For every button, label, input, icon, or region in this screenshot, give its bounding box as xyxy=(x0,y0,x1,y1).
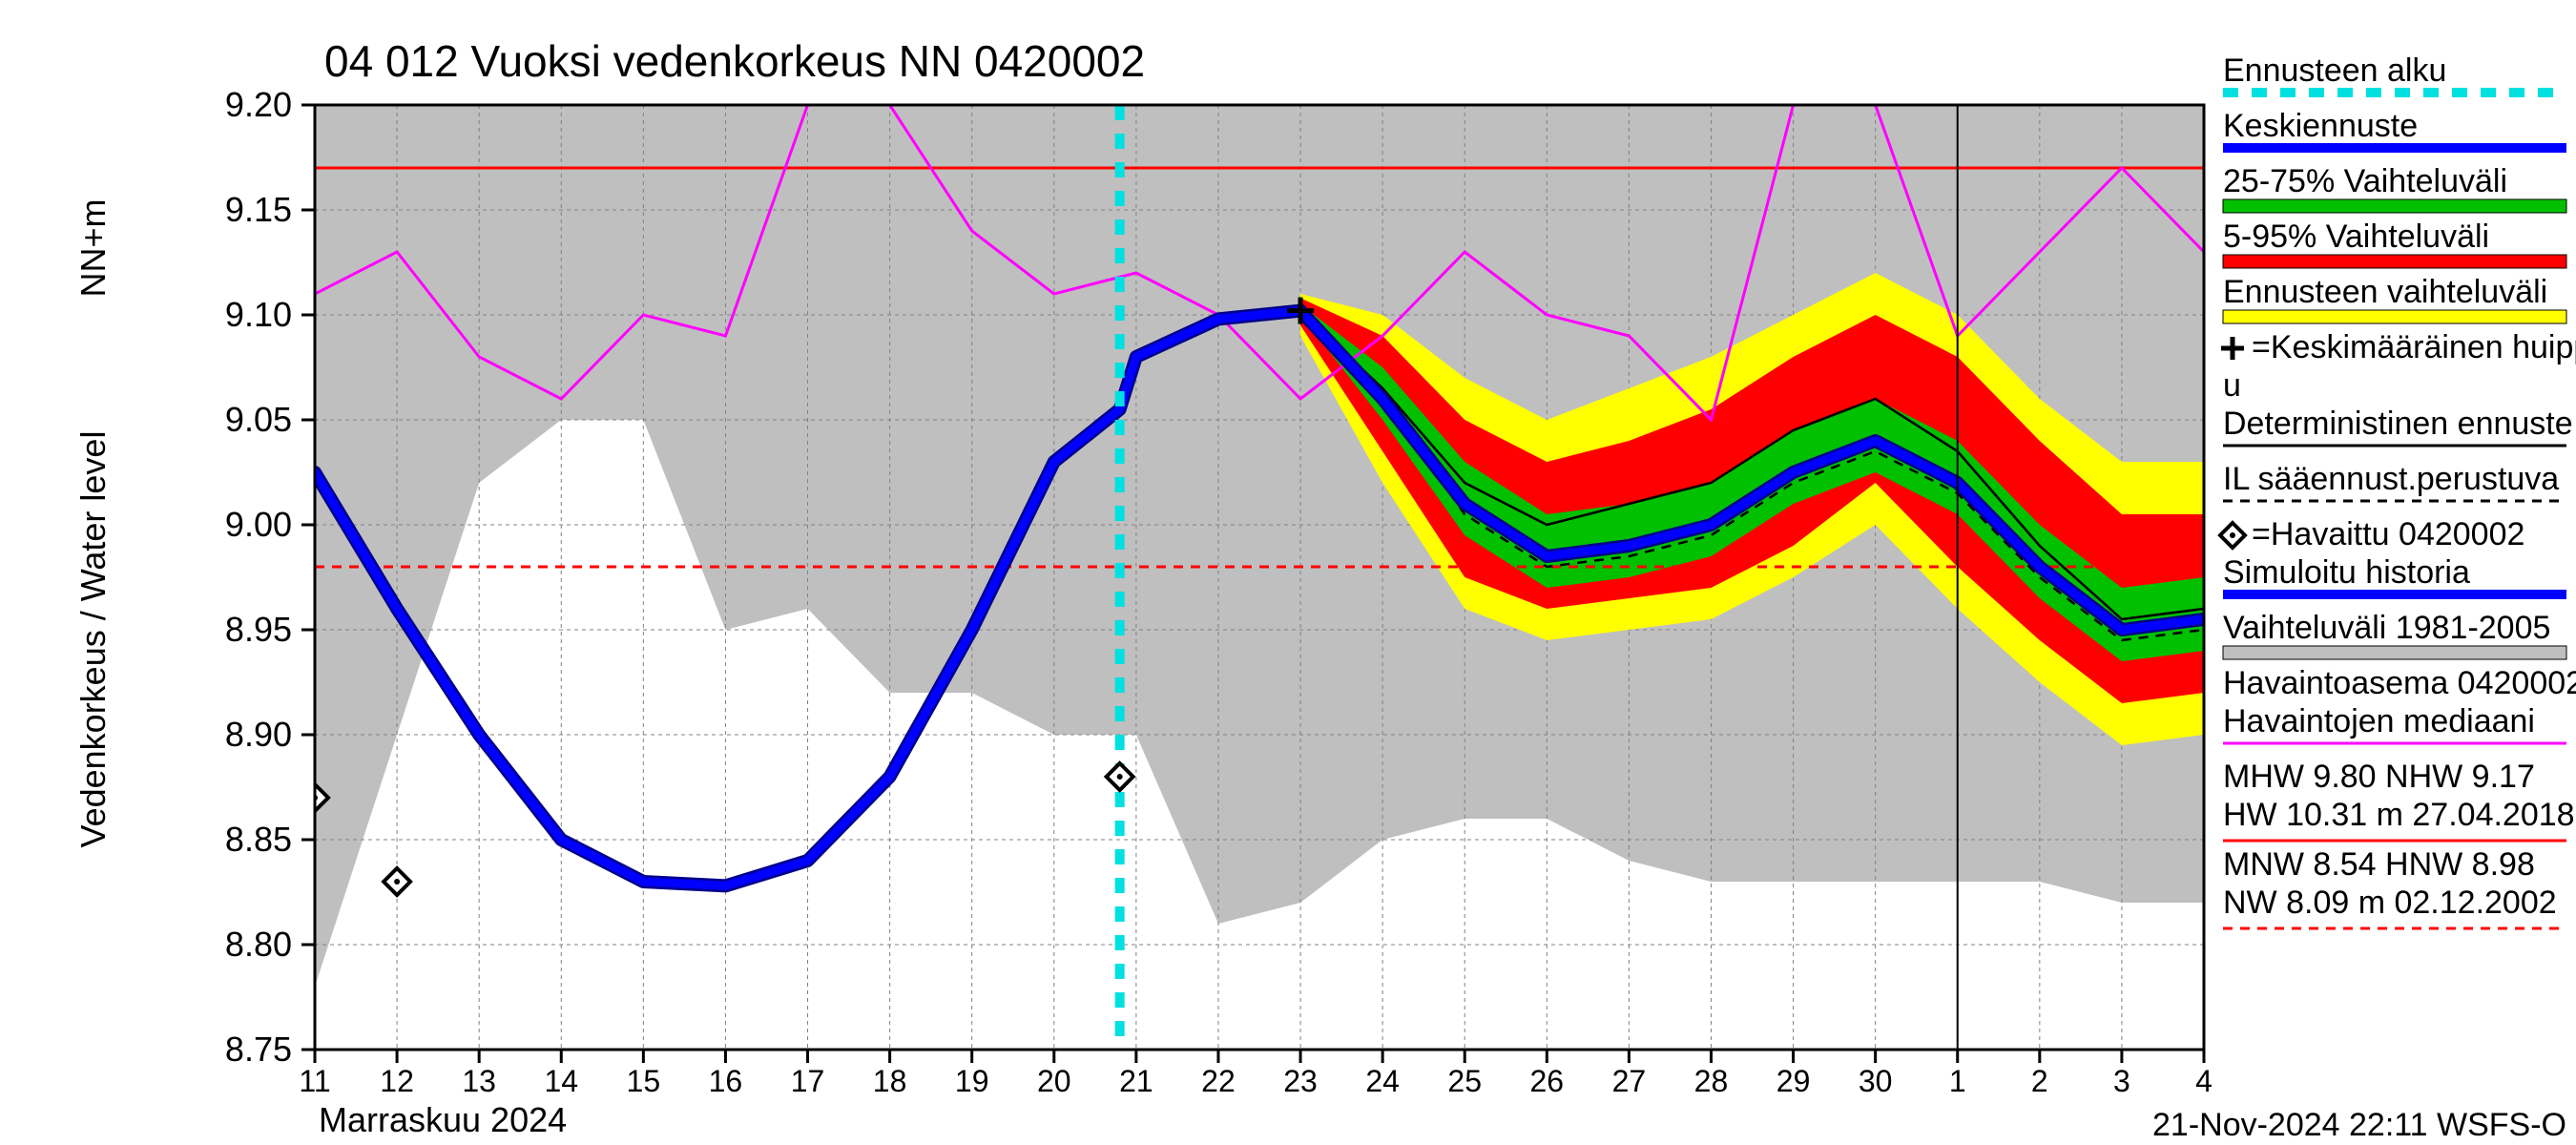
x-tick-label: 15 xyxy=(627,1064,661,1098)
y-tick-label: 8.80 xyxy=(225,925,292,964)
x-tick-label: 26 xyxy=(1530,1064,1565,1098)
legend-label: =Havaittu 0420002 xyxy=(2252,516,2524,552)
legend-label: Ennusteen alku xyxy=(2223,52,2446,89)
y-axis-label-top: NN+m xyxy=(73,198,113,297)
legend-label: MNW 8.54 HNW 8.98 xyxy=(2223,846,2535,883)
x-tick-label: 27 xyxy=(1612,1064,1647,1098)
x-tick-label: 19 xyxy=(955,1064,989,1098)
x-tick-label: 21 xyxy=(1119,1064,1153,1098)
x-tick-label: 28 xyxy=(1694,1064,1729,1098)
observed-diamond-dot xyxy=(1117,774,1123,780)
legend-label: 5-95% Vaihteluväli xyxy=(2223,219,2489,255)
y-tick-label: 8.75 xyxy=(225,1030,292,1069)
y-tick-label: 9.05 xyxy=(225,400,292,439)
legend-label: 25-75% Vaihteluväli xyxy=(2223,163,2507,199)
y-axis-label-bottom: Vedenkorkeus / Water level xyxy=(73,431,113,848)
legend-swatch-bar xyxy=(2223,646,2566,659)
x-tick-label: 30 xyxy=(1859,1064,1893,1098)
y-tick-label: 9.15 xyxy=(225,190,292,229)
legend-label: =Keskimääräinen huippu xyxy=(2252,329,2576,365)
x-tick-label: 17 xyxy=(791,1064,825,1098)
chart-title: 04 012 Vuoksi vedenkorkeus NN 0420002 xyxy=(324,36,1145,86)
x-tick-label: 24 xyxy=(1365,1064,1400,1098)
y-tick-label: 8.95 xyxy=(225,610,292,649)
x-tick-label: 14 xyxy=(544,1064,578,1098)
legend-label-2: Havaintoasema 0420002 xyxy=(2223,665,2576,701)
legend-label: Simuloitu historia xyxy=(2223,554,2470,591)
legend-label-2: u xyxy=(2223,367,2241,404)
x-tick-label: 11 xyxy=(299,1064,330,1098)
legend-label: Deterministinen ennuste xyxy=(2223,406,2573,442)
y-tick-label: 9.00 xyxy=(225,505,292,544)
legend-swatch-bar xyxy=(2223,199,2566,213)
footer-timestamp: 21-Nov-2024 22:11 WSFS-O xyxy=(2152,1107,2566,1143)
x-tick-label: 1 xyxy=(1949,1064,1966,1098)
x-tick-label: 18 xyxy=(873,1064,907,1098)
y-tick-label: 9.10 xyxy=(225,295,292,334)
x-month-label-en: November xyxy=(319,1138,477,1145)
y-tick-label: 8.85 xyxy=(225,820,292,859)
x-tick-label: 29 xyxy=(1776,1064,1811,1098)
legend-label: MHW 9.80 NHW 9.17 xyxy=(2223,759,2535,795)
x-tick-label: 16 xyxy=(709,1064,743,1098)
legend-label: Havaintojen mediaani xyxy=(2223,703,2535,739)
legend-swatch-bar xyxy=(2223,310,2566,323)
x-tick-label: 25 xyxy=(1447,1064,1482,1098)
y-tick-label: 9.20 xyxy=(225,85,292,124)
x-tick-label: 13 xyxy=(462,1064,496,1098)
x-tick-label: 23 xyxy=(1283,1064,1318,1098)
x-tick-label: 20 xyxy=(1037,1064,1071,1098)
legend-label: Keskiennuste xyxy=(2223,108,2418,144)
chart-svg: 04 012 Vuoksi vedenkorkeus NN 0420002 8.7… xyxy=(0,0,2576,1145)
chart-container: { "chart": { "type": "line-band-forecast… xyxy=(0,0,2576,1145)
legend-swatch-bar xyxy=(2223,255,2566,268)
legend-label-2: NW 8.09 m 02.12.2002 xyxy=(2223,885,2557,921)
observed-diamond-dot xyxy=(394,879,400,885)
x-month-label-fi: Marraskuu 2024 xyxy=(319,1100,567,1139)
x-tick-label: 3 xyxy=(2113,1064,2130,1098)
y-tick-label: 8.90 xyxy=(225,715,292,754)
x-tick-label: 22 xyxy=(1201,1064,1236,1098)
x-tick-label: 2 xyxy=(2031,1064,2048,1098)
legend-label: IL sääennust.perustuva xyxy=(2223,461,2559,497)
legend-label: Vaihteluväli 1981-2005 xyxy=(2223,610,2550,646)
legend-diamond-dot xyxy=(2230,532,2235,538)
legend-label: Ennusteen vaihteluväli xyxy=(2223,274,2547,310)
x-tick-label: 12 xyxy=(380,1064,414,1098)
legend-label-2: HW 10.31 m 27.04.2018 xyxy=(2223,797,2575,833)
x-tick-label: 4 xyxy=(2195,1064,2212,1098)
